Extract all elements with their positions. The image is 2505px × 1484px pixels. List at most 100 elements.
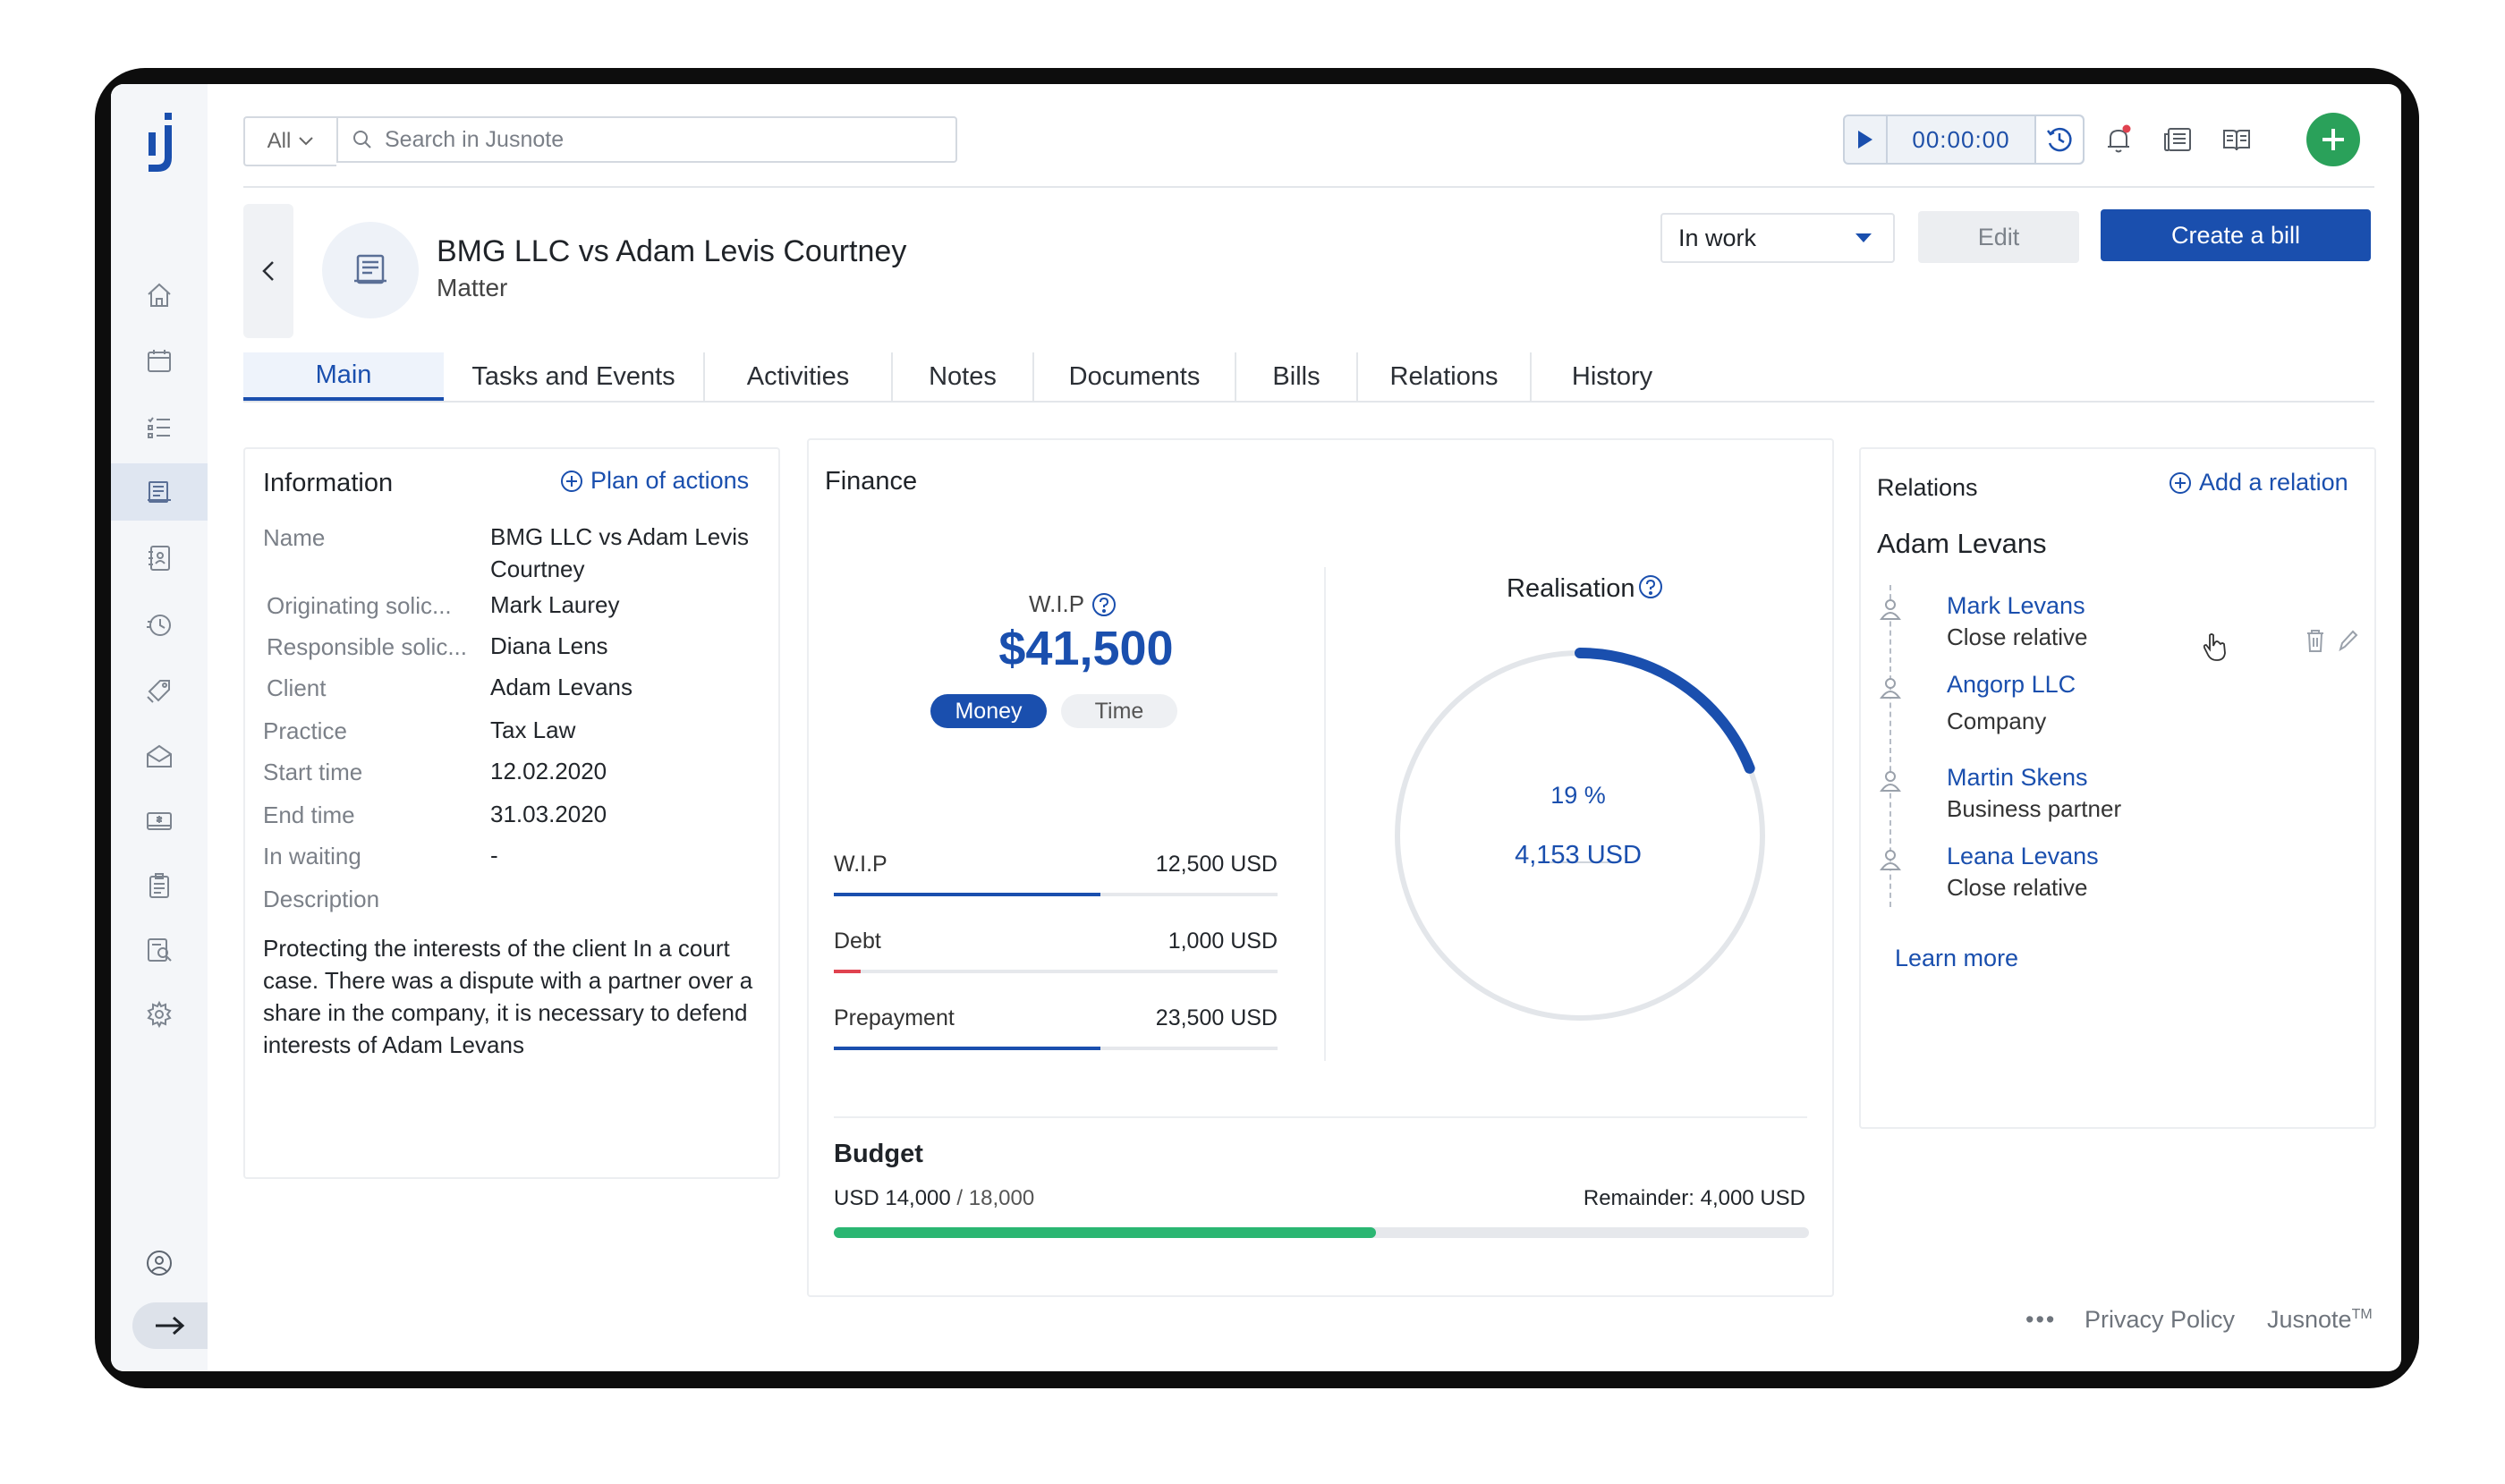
home-icon <box>148 283 171 307</box>
footer-trademark: TM <box>2351 1307 2373 1322</box>
finance-bar-label: W.I.P <box>834 852 887 877</box>
payments-icon <box>147 812 172 830</box>
field-label-practice: Practice <box>263 717 347 744</box>
jusnote-logo[interactable] <box>138 113 183 175</box>
toggle-money[interactable]: Money <box>930 694 1047 728</box>
caret-down-icon <box>1855 233 1872 242</box>
app-window: All 00:00:00 BMG LLC vs Adam Levis Court… <box>111 84 2401 1371</box>
sidebar-item-reports[interactable] <box>111 921 208 979</box>
budget-progress-track <box>834 1227 1809 1238</box>
pencil-icon[interactable] <box>2337 628 2358 653</box>
relations-card: Relations Add a relation Adam Levans Mar… <box>1859 447 2376 1129</box>
wip-heading: W.I.P <box>1029 590 1117 618</box>
sidebar-item-billing[interactable] <box>111 662 208 719</box>
tab-relations[interactable]: Relations <box>1358 352 1532 401</box>
tab-bills[interactable]: Bills <box>1236 352 1358 401</box>
knowledge-base-button[interactable] <box>2219 122 2254 157</box>
search-scope-select[interactable]: All <box>243 116 336 166</box>
budget-total: / 18,000 <box>950 1186 1035 1210</box>
page-title: BMG LLC vs Adam Levis Courtney <box>437 234 907 268</box>
budget-divider <box>834 1116 1807 1118</box>
tab-main[interactable]: Main <box>243 352 444 401</box>
back-button[interactable] <box>243 204 293 338</box>
sidebar-item-contacts[interactable] <box>111 530 208 587</box>
add-relation-label: Add a relation <box>2199 469 2348 496</box>
sidebar-item-matters[interactable] <box>111 463 208 521</box>
field-value-name: BMG LLC vs Adam Levis Courtney <box>490 523 749 582</box>
tab-tasks-and-events[interactable]: Tasks and Events <box>444 352 705 401</box>
sidebar-item-settings[interactable] <box>111 986 208 1043</box>
search-box <box>336 116 957 163</box>
contacts-icon <box>149 546 170 571</box>
status-select[interactable]: In work <box>1660 213 1895 263</box>
timer-play-button[interactable] <box>1845 116 1888 163</box>
relation-type: Company <box>1947 708 2047 734</box>
sidebar-item-home[interactable] <box>111 267 208 324</box>
search-input[interactable] <box>383 125 923 154</box>
ring-progress <box>1575 648 1755 774</box>
finance-card: Finance W.I.P $41,500 Money Time W.I.P 1… <box>807 438 1834 1297</box>
trash-icon[interactable] <box>2305 628 2326 653</box>
edit-button[interactable]: Edit <box>1918 211 2079 263</box>
field-value-in-waiting: - <box>490 842 498 869</box>
sidebar-item-payments[interactable] <box>111 793 208 850</box>
tab-history[interactable]: History <box>1571 361 1653 391</box>
reports-icon <box>148 938 172 962</box>
sidebar-item-tasks[interactable] <box>111 399 208 456</box>
budget-progress-fill <box>834 1227 1376 1238</box>
toggle-time[interactable]: Time <box>1061 694 1177 728</box>
time-tracker: 00:00:00 <box>1843 114 2085 165</box>
sidebar-item-documents[interactable] <box>111 857 208 914</box>
relation-item[interactable]: Mark Levans Close relative <box>1947 592 2088 651</box>
notifications-button[interactable] <box>2101 122 2136 157</box>
relation-name[interactable]: Martin Skens <box>1947 764 2088 791</box>
information-card: Information Plan of actions Name BMG LLC… <box>243 447 780 1179</box>
topbar-divider <box>243 186 2374 188</box>
finance-bar-label: Prepayment <box>834 1005 955 1030</box>
tab-activities[interactable]: Activities <box>705 352 893 401</box>
privacy-policy-link[interactable]: Privacy Policy <box>2085 1306 2236 1333</box>
timer-history-button[interactable] <box>2034 116 2083 163</box>
finance-bar-fill <box>834 893 1100 896</box>
clock-history-icon <box>2047 127 2072 152</box>
plus-circle-icon <box>561 470 582 492</box>
hand-cursor-icon <box>2203 633 2226 661</box>
relation-item[interactable]: Leana Levans Close relative <box>1947 843 2099 902</box>
description-text: Protecting the interests of the client I… <box>263 935 753 1058</box>
tab-documents[interactable]: Documents <box>1034 352 1236 401</box>
plan-of-actions-link[interactable]: Plan of actions <box>560 467 749 495</box>
footer-more-button[interactable]: ••• <box>2025 1306 2057 1333</box>
search-scope-value: All <box>267 129 292 153</box>
create-bill-button[interactable]: Create a bill <box>2101 209 2371 261</box>
arrow-right-icon <box>156 1316 185 1336</box>
news-button[interactable] <box>2160 122 2195 157</box>
billing-tag-icon <box>147 680 170 703</box>
sidebar-item-time[interactable] <box>111 596 208 653</box>
sidebar-item-calendar[interactable] <box>111 333 208 390</box>
relation-name[interactable]: Mark Levans <box>1947 592 2085 619</box>
help-icon[interactable] <box>1091 592 1117 617</box>
tab-notes[interactable]: Notes <box>893 352 1034 401</box>
learn-more-link[interactable]: Learn more <box>1895 945 2019 971</box>
sidebar-item-profile[interactable] <box>111 1234 208 1292</box>
field-label-originating: Originating solic... <box>267 592 452 619</box>
finance-bar-fill <box>834 970 861 973</box>
help-icon[interactable] <box>1638 574 1663 599</box>
relation-name[interactable]: Leana Levans <box>1947 843 2099 869</box>
money-time-toggle: Money Time <box>930 694 1177 728</box>
relation-name[interactable]: Angorp LLC <box>1947 671 2076 698</box>
sidebar <box>111 84 208 1371</box>
add-relation-link[interactable]: Add a relation <box>2169 469 2348 496</box>
sidebar-expand-button[interactable] <box>132 1302 208 1349</box>
bell-icon <box>2108 124 2131 153</box>
global-add-button[interactable] <box>2306 113 2360 166</box>
finance-title: Finance <box>825 467 918 496</box>
field-label-name: Name <box>263 524 326 551</box>
finance-bar-label: Debt <box>834 929 881 954</box>
field-value-client: Adam Levans <box>490 674 633 700</box>
relation-item[interactable]: Angorp LLC Company <box>1947 671 2076 735</box>
sidebar-item-inbox[interactable] <box>111 728 208 785</box>
plus-circle-icon <box>2170 471 2191 494</box>
relation-item[interactable]: Martin Skens Business partner <box>1947 764 2121 823</box>
field-label-responsible: Responsible solic... <box>267 633 467 660</box>
